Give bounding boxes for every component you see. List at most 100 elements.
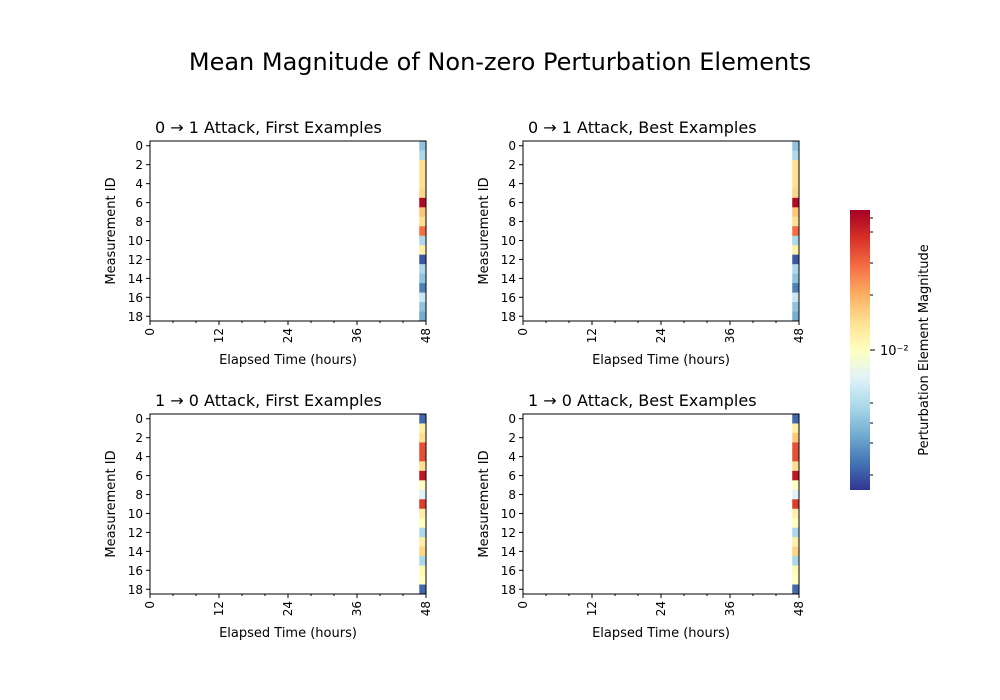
heatmap-cell (419, 273, 426, 284)
x-axis-label: Elapsed Time (hours) (592, 626, 730, 641)
x-tick-label: 0 (143, 328, 157, 336)
heatmap-cell (792, 451, 799, 462)
heatmap-cell (792, 546, 799, 557)
x-tick-label: 0 (516, 601, 530, 609)
y-tick-label: 4 (135, 177, 143, 191)
x-tick-label: 48 (419, 328, 433, 343)
y-tick-label: 14 (501, 272, 516, 286)
y-tick-label: 18 (501, 583, 516, 597)
heatmap-cell (419, 178, 426, 189)
y-tick-label: 2 (508, 158, 516, 172)
heatmap-cell (419, 169, 426, 180)
y-axis-label: Measurement ID (477, 177, 492, 284)
heatmap-cell (792, 235, 799, 246)
subplot-title: 1 → 0 Attack, First Examples (155, 391, 382, 410)
y-tick-label: 8 (508, 215, 516, 229)
heatmap-cell (792, 480, 799, 491)
y-tick-label: 2 (135, 431, 143, 445)
x-tick-label: 24 (654, 328, 668, 343)
subplot-title: 0 → 1 Attack, First Examples (155, 118, 382, 137)
heatmap-cell (419, 188, 426, 199)
heatmap-cell (419, 216, 426, 227)
heatmap-cell (792, 508, 799, 519)
heatmap-cell (419, 159, 426, 170)
heatmap-cell (792, 537, 799, 548)
x-axis-label: Elapsed Time (hours) (592, 353, 730, 368)
heatmap-cell (419, 518, 426, 529)
y-tick-label: 8 (135, 215, 143, 229)
heatmap-cell (419, 235, 426, 246)
y-tick-label: 18 (128, 583, 143, 597)
heatmap-cell (792, 311, 799, 322)
y-axis-label: Measurement ID (477, 450, 492, 557)
heatmap-cell (792, 461, 799, 472)
y-tick-label: 6 (135, 469, 143, 483)
heatmap-cell (419, 546, 426, 557)
heatmap-cell (419, 451, 426, 462)
y-tick-label: 0 (135, 139, 143, 153)
heatmap-cell (792, 254, 799, 265)
heatmap-cell (792, 292, 799, 303)
heatmap-cell (419, 283, 426, 293)
heatmap-cell (419, 207, 426, 218)
heatmap-cell (419, 527, 426, 538)
axes-frame (149, 140, 427, 322)
y-tick-label: 4 (508, 450, 516, 464)
x-tick-label: 12 (212, 328, 226, 343)
colorbar-gradient (850, 210, 870, 490)
axes-frame (149, 413, 427, 595)
y-tick-label: 10 (128, 234, 143, 248)
y-tick-label: 12 (501, 526, 516, 540)
y-tick-label: 12 (128, 253, 143, 267)
heatmap-cell (792, 264, 799, 275)
y-tick-label: 8 (508, 488, 516, 502)
heatmap-cell (792, 423, 799, 434)
x-tick-label: 0 (516, 328, 530, 336)
heatmap-cell (792, 226, 799, 237)
heatmap-cell (792, 499, 799, 510)
heatmap-cell (419, 197, 426, 208)
y-tick-label: 18 (128, 310, 143, 324)
y-tick-label: 14 (128, 272, 143, 286)
heatmap-cell (419, 254, 426, 265)
heatmap-panel: 0 → 1 Attack, First Examples024681012141… (104, 118, 433, 368)
heatmap-cell (419, 264, 426, 275)
subplot-title: 1 → 0 Attack, Best Examples (528, 391, 757, 410)
colorbar-tick-label: 10⁻² (880, 344, 909, 359)
y-axis-label: Measurement ID (104, 177, 119, 284)
y-tick-label: 4 (508, 177, 516, 191)
x-tick-label: 36 (723, 601, 737, 616)
colorbar-label: Perturbation Element Magnitude (917, 244, 932, 455)
heatmap-panel: 1 → 0 Attack, Best Examples0246810121416… (477, 391, 806, 641)
heatmap-cell (419, 245, 426, 256)
heatmap-cell (792, 556, 799, 566)
heatmap-panel: 1 → 0 Attack, First Examples024681012141… (104, 391, 433, 641)
subplot-title: 0 → 1 Attack, Best Examples (528, 118, 757, 137)
heatmap-cell (419, 470, 426, 481)
y-tick-label: 14 (501, 545, 516, 559)
heatmap-cell (792, 150, 799, 161)
x-tick-label: 12 (585, 328, 599, 343)
x-tick-label: 24 (281, 328, 295, 343)
heatmap-cell (792, 141, 799, 151)
y-tick-label: 8 (135, 488, 143, 502)
heatmap-cell (792, 470, 799, 481)
heatmap-cell (792, 207, 799, 218)
x-tick-label: 24 (281, 601, 295, 616)
heatmap-cell (792, 283, 799, 293)
heatmap-cell (419, 565, 426, 576)
heatmap-cell (792, 442, 799, 453)
y-tick-label: 10 (501, 507, 516, 521)
heatmap-cell (792, 302, 799, 312)
heatmap-cell (419, 302, 426, 312)
heatmap-cell (792, 527, 799, 538)
heatmap-cell (419, 499, 426, 510)
x-tick-label: 12 (212, 601, 226, 616)
heatmap-cell (419, 423, 426, 434)
y-tick-label: 16 (501, 564, 516, 578)
heatmap-cell (419, 575, 426, 585)
y-tick-label: 2 (135, 158, 143, 172)
heatmap-cell (792, 489, 799, 500)
y-tick-label: 0 (508, 412, 516, 426)
